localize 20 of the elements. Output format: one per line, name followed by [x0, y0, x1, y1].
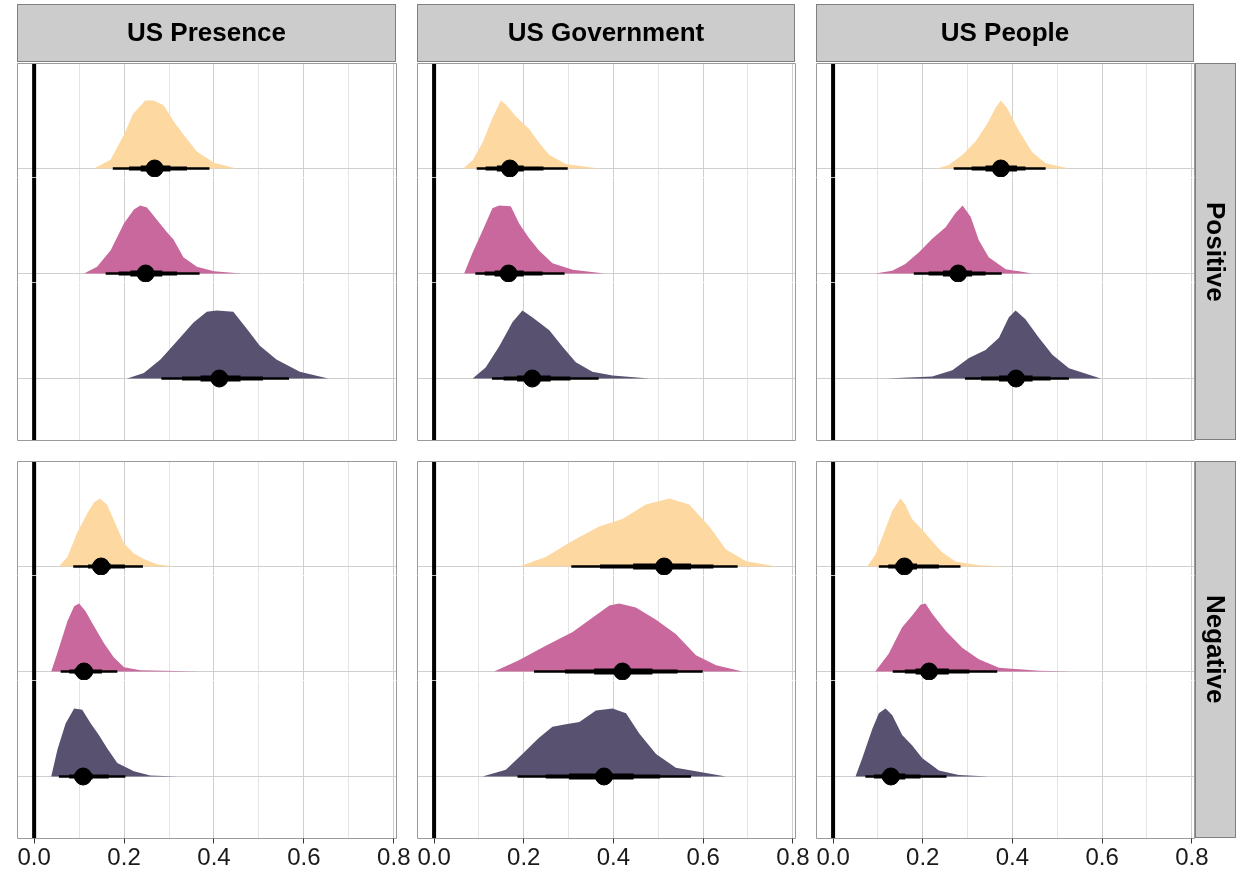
chart-title: US People — [816, 4, 1194, 62]
x-tick-label: 0.4 — [197, 842, 231, 870]
x-tick-label: 0.6 — [287, 842, 321, 870]
x-tick-label: 0.6 — [686, 842, 720, 870]
y2-axis-title: Negative — [1195, 461, 1236, 838]
x-tick-label: 0.2 — [507, 842, 541, 870]
x-tick-label: 0.4 — [995, 842, 1030, 870]
x-tick-label: 0.4 — [596, 842, 631, 870]
x-tick-label: 0.0 — [417, 842, 451, 870]
x-tick-label: 0.8 — [1175, 842, 1209, 870]
x-tick-label: 0.0 — [17, 842, 51, 870]
y2-axis-title: Positive — [1195, 63, 1236, 440]
chart-title: US Government — [417, 4, 795, 62]
x-tick-label: 0.8 — [776, 842, 810, 870]
x-tick-label: 0.0 — [816, 842, 850, 870]
x-tick-label: 0.2 — [107, 842, 141, 870]
x-tick-label: 0.2 — [906, 842, 940, 870]
x-tick-label: 0.6 — [1085, 842, 1119, 870]
chart-title: US Presence — [17, 4, 396, 62]
x-tick-label: 0.8 — [377, 842, 411, 870]
